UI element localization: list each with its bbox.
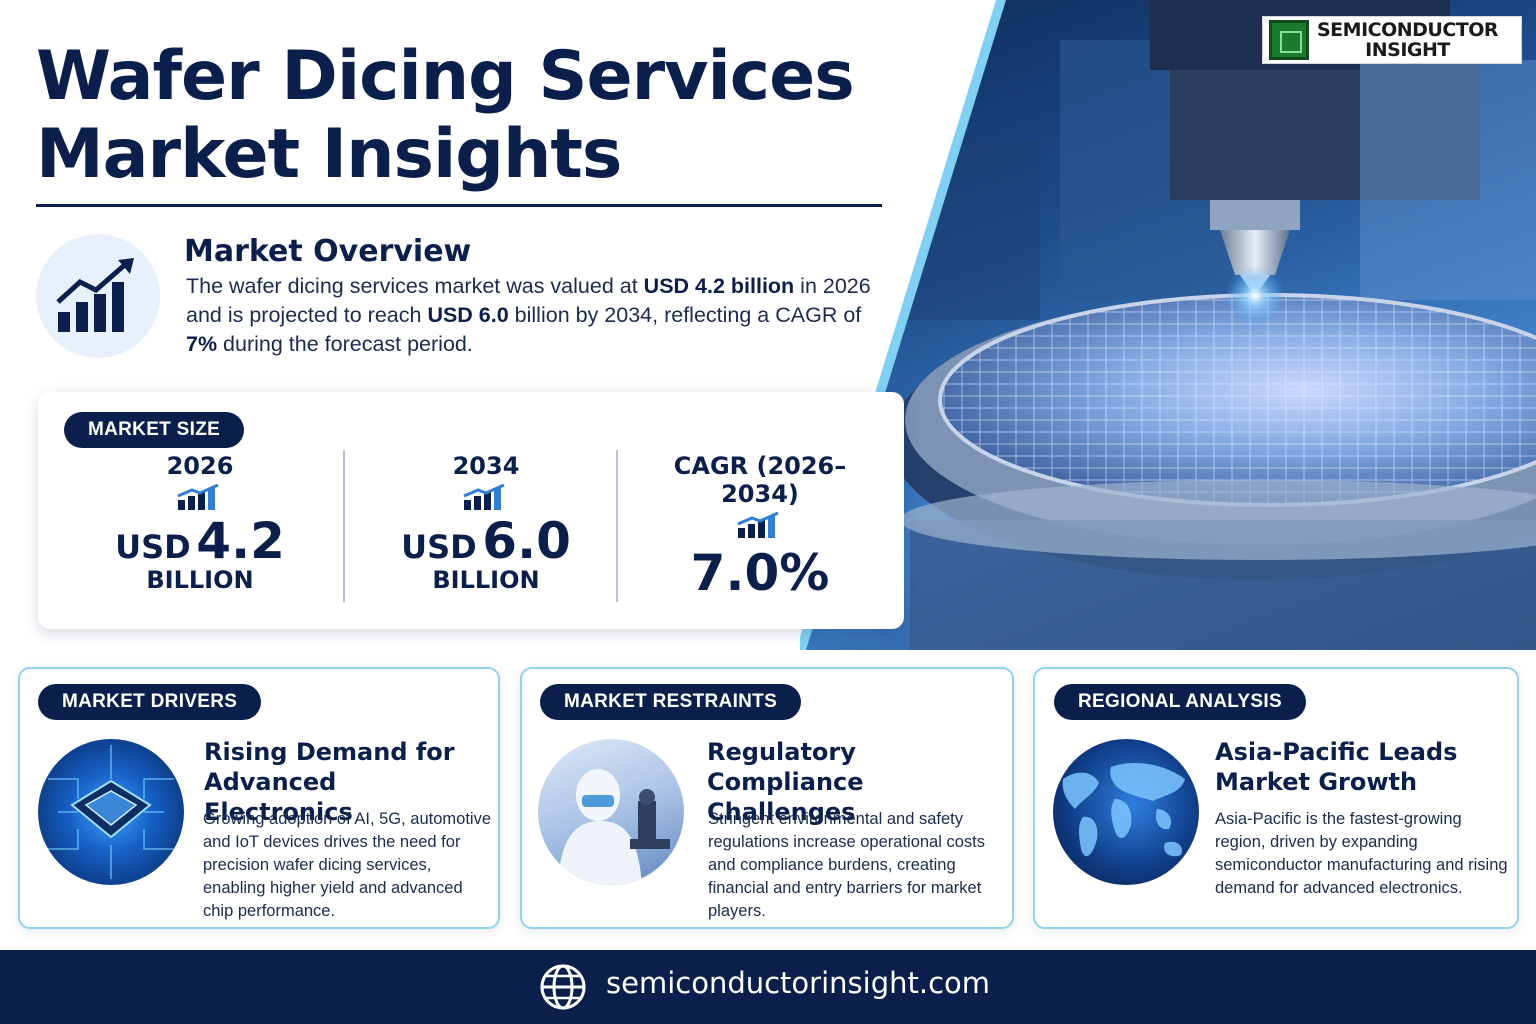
drivers-text: Growing adoption of AI, 5G, automotive a…	[203, 810, 492, 920]
cagr-label: CAGR (2026–2034)	[673, 452, 847, 508]
website-link[interactable]: semiconductorinsight.com	[606, 966, 991, 1000]
overview-cagr: 7%	[186, 332, 218, 356]
regional-label: REGIONAL ANALYSIS	[1054, 684, 1306, 720]
globe-icon	[540, 964, 586, 1010]
logo-wordmark: SEMICONDUCTOR INSIGHT	[1317, 19, 1499, 61]
restraints-heading: Regulatory Compliance Challenges	[707, 738, 864, 826]
drivers-heading: Rising Demand for Advanced Electronics	[204, 738, 455, 826]
currency-label: USD	[115, 528, 191, 566]
lab-technician-image	[538, 739, 684, 885]
chip-circuit-image	[38, 739, 184, 885]
chip-logo-icon	[1269, 20, 1309, 60]
column-divider	[616, 450, 618, 602]
title-divider	[36, 204, 882, 207]
overview-heading: Market Overview	[184, 234, 472, 269]
footer-bar	[0, 950, 1536, 1024]
currency-label: USD	[401, 528, 477, 566]
regional-heading: Asia-Pacific Leads Market Growth	[1215, 738, 1458, 796]
restraints-label: MARKET RESTRAINTS	[540, 684, 802, 720]
logo-line-2: INSIGHT	[1365, 39, 1450, 61]
page-title: Wafer Dicing Services Market Insights	[36, 38, 936, 194]
overview-value-2026: USD 4.2 billion	[643, 274, 795, 298]
cagr-value: 7.0%	[690, 544, 830, 602]
trend-up-icon	[463, 484, 505, 510]
market-size-cagr: CAGR (2026–2034) 7.0%	[636, 452, 884, 602]
market-size-2034: 2034 USD 6.0 BILLION	[376, 452, 596, 594]
overview-text-part: during the forecast period.	[217, 332, 473, 356]
overview-text-part: The wafer dicing services market was val…	[186, 274, 644, 298]
value-number: 4.2	[196, 512, 285, 570]
drivers-label: MARKET DRIVERS	[38, 684, 262, 720]
value-display: USD 6.0	[376, 512, 596, 570]
market-size-2026: 2026 USD 4.2 BILLION	[90, 452, 310, 594]
market-size-label: MARKET SIZE	[64, 412, 245, 448]
overview-value-2034: USD 6.0	[427, 303, 509, 327]
brand-logo[interactable]: SEMICONDUCTOR INSIGHT	[1262, 16, 1522, 64]
overview-text-part: billion by 2034, reflecting a CAGR of	[508, 303, 862, 327]
title-line-1: Wafer Dicing Services	[36, 37, 855, 116]
column-divider	[343, 450, 345, 602]
overview-text-part: in 2026 and is projected to reach	[186, 274, 871, 327]
year-label: 2026	[166, 452, 234, 480]
overview-text: The wafer dicing services market was val…	[186, 272, 886, 359]
hero-wafer-image	[800, 0, 1536, 650]
value-display: USD 4.2	[90, 512, 310, 570]
value-number: 6.0	[482, 512, 571, 570]
logo-line-1: SEMICONDUCTOR	[1317, 19, 1499, 41]
year-label: 2034	[452, 452, 520, 480]
world-map-image	[1053, 739, 1199, 885]
growth-chart-icon	[36, 234, 160, 358]
trend-up-icon	[177, 484, 219, 510]
trend-up-icon	[737, 512, 779, 538]
unit-label: BILLION	[432, 566, 540, 594]
value-display: 7.0%	[636, 544, 884, 602]
restraints-text: Stringent environmental and safety regul…	[708, 810, 985, 920]
title-line-2: Market Insights	[36, 115, 622, 194]
unit-label: BILLION	[146, 566, 254, 594]
regional-text: Asia-Pacific is the fastest-growing regi…	[1215, 810, 1508, 897]
